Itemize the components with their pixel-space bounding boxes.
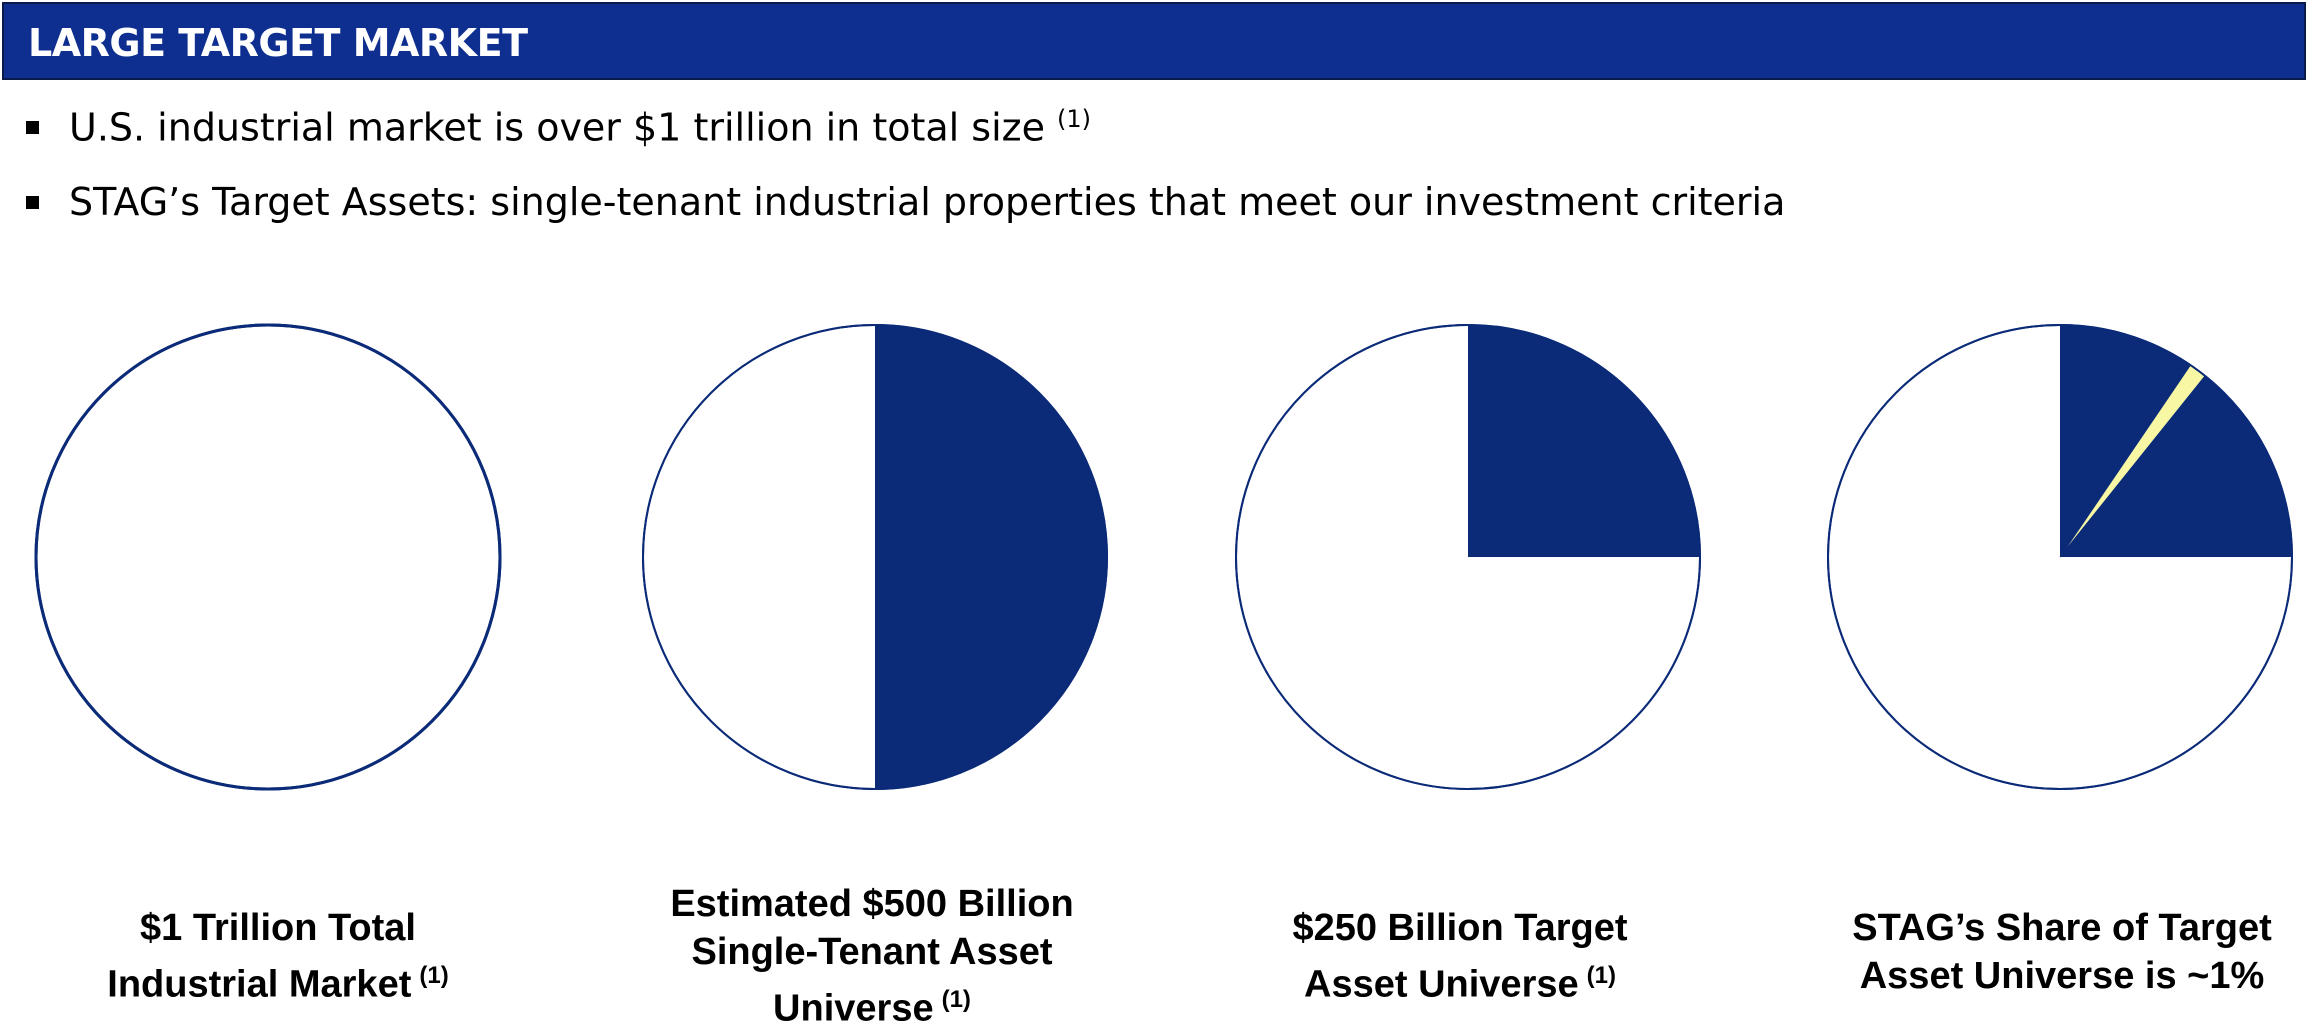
- pie-caption-2: Estimated $500 Billion Single-Tenant Ass…: [592, 880, 1152, 1033]
- bullet-text: STAG’s Target Assets: single-tenant indu…: [69, 180, 1786, 224]
- footnote-marker: (1): [419, 962, 449, 989]
- pie-slice: [875, 325, 1107, 789]
- bullet-item: U.S. industrial market is over $1 trilli…: [26, 102, 1091, 152]
- footnote-marker: (1): [1586, 962, 1616, 989]
- caption-line: Single-Tenant Asset: [691, 931, 1053, 973]
- footnote-marker: (1): [1056, 104, 1091, 133]
- caption-line: Asset Universe is ~1%: [1859, 955, 2265, 997]
- pie-slice: [2060, 325, 2292, 557]
- header-bar: LARGE TARGET MARKET: [2, 2, 2306, 80]
- pie-border: [34, 323, 502, 791]
- pie-border: [642, 324, 1108, 790]
- caption-line: Industrial Market: [107, 963, 412, 1006]
- caption-line: Estimated $500 Billion: [670, 883, 1074, 925]
- pie-caption-4: STAG’s Share of Target Asset Universe is…: [1782, 904, 2312, 1000]
- caption-line: $250 Billion Target: [1292, 907, 1628, 949]
- footnote-marker: (1): [941, 986, 971, 1013]
- caption-line: $1 Trillion Total: [140, 907, 416, 949]
- caption-line: Asset Universe: [1304, 963, 1579, 1006]
- bullet-square-icon: [26, 195, 39, 209]
- bullet-square-icon: [26, 120, 39, 134]
- page-title: LARGE TARGET MARKET: [28, 21, 528, 65]
- caption-line: Universe: [773, 987, 934, 1030]
- caption-line: STAG’s Share of Target: [1852, 907, 2272, 949]
- bullet-item: STAG’s Target Assets: single-tenant indu…: [26, 177, 1785, 227]
- bullet-text: U.S. industrial market is over $1 trilli…: [69, 105, 1045, 150]
- pie-border: [1235, 324, 1701, 790]
- pie-slice: [1468, 325, 1700, 557]
- pie-caption-3: $250 Billion Target Asset Universe (1): [1180, 904, 1740, 1009]
- pie-outline: [34, 323, 502, 791]
- pie-border: [1827, 324, 2293, 790]
- pie-caption-1: $1 Trillion Total Industrial Market (1): [0, 904, 558, 1009]
